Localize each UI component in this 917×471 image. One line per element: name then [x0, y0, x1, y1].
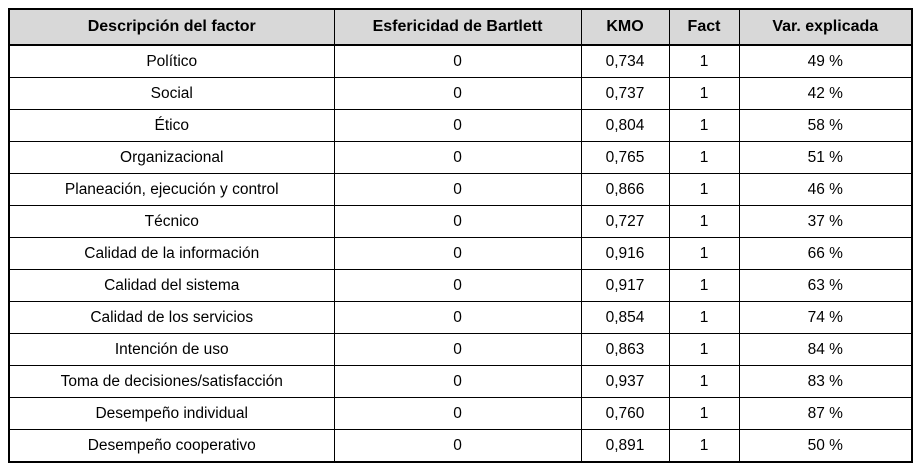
cell-kmo: 0,765 [580, 141, 670, 174]
cell-kmo: 0,917 [580, 269, 670, 302]
table-row: Técnico 0 0,727 1 37 % [8, 205, 913, 238]
cell-factor: Organizacional [8, 141, 335, 174]
cell-fact: 1 [668, 141, 740, 174]
cell-bartlett: 0 [333, 141, 582, 174]
cell-bartlett: 0 [333, 173, 582, 206]
column-header-kmo: KMO [580, 8, 670, 46]
cell-factor: Desempeño cooperativo [8, 429, 335, 463]
cell-bartlett: 0 [333, 301, 582, 334]
cell-factor: Político [8, 44, 335, 78]
column-header-var-explicada: Var. explicada [738, 8, 913, 46]
table-row: Organizacional 0 0,765 1 51 % [8, 141, 913, 174]
cell-kmo: 0,854 [580, 301, 670, 334]
cell-bartlett: 0 [333, 333, 582, 366]
cell-kmo: 0,863 [580, 333, 670, 366]
table-row: Desempeño cooperativo 0 0,891 1 50 % [8, 429, 913, 463]
cell-bartlett: 0 [333, 205, 582, 238]
table-row: Social 0 0,737 1 42 % [8, 77, 913, 110]
cell-fact: 1 [668, 109, 740, 142]
cell-var-explicada: 58 % [738, 109, 913, 142]
cell-bartlett: 0 [333, 237, 582, 270]
cell-kmo: 0,804 [580, 109, 670, 142]
table-header-row: Descripción del factor Esfericidad de Ba… [8, 8, 913, 46]
table-row: Político 0 0,734 1 49 % [8, 44, 913, 78]
cell-fact: 1 [668, 301, 740, 334]
cell-var-explicada: 66 % [738, 237, 913, 270]
table-row: Planeación, ejecución y control 0 0,866 … [8, 173, 913, 206]
cell-var-explicada: 84 % [738, 333, 913, 366]
cell-var-explicada: 50 % [738, 429, 913, 463]
cell-kmo: 0,727 [580, 205, 670, 238]
cell-bartlett: 0 [333, 77, 582, 110]
cell-var-explicada: 46 % [738, 173, 913, 206]
cell-fact: 1 [668, 333, 740, 366]
cell-bartlett: 0 [333, 365, 582, 398]
cell-factor: Técnico [8, 205, 335, 238]
cell-fact: 1 [668, 44, 740, 78]
cell-kmo: 0,737 [580, 77, 670, 110]
cell-fact: 1 [668, 77, 740, 110]
cell-fact: 1 [668, 429, 740, 463]
column-header-fact: Fact [668, 8, 740, 46]
cell-kmo: 0,916 [580, 237, 670, 270]
cell-factor: Social [8, 77, 335, 110]
cell-fact: 1 [668, 397, 740, 430]
table-row: Calidad de la información 0 0,916 1 66 % [8, 237, 913, 270]
table-row: Toma de decisiones/satisfacción 0 0,937 … [8, 365, 913, 398]
table-row: Calidad del sistema 0 0,917 1 63 % [8, 269, 913, 302]
cell-bartlett: 0 [333, 269, 582, 302]
cell-factor: Planeación, ejecución y control [8, 173, 335, 206]
cell-fact: 1 [668, 173, 740, 206]
cell-factor: Calidad de la información [8, 237, 335, 270]
table-row: Ético 0 0,804 1 58 % [8, 109, 913, 142]
cell-kmo: 0,760 [580, 397, 670, 430]
cell-fact: 1 [668, 365, 740, 398]
cell-bartlett: 0 [333, 397, 582, 430]
table-row: Calidad de los servicios 0 0,854 1 74 % [8, 301, 913, 334]
cell-bartlett: 0 [333, 44, 582, 78]
cell-bartlett: 0 [333, 429, 582, 463]
cell-factor: Calidad de los servicios [8, 301, 335, 334]
cell-kmo: 0,866 [580, 173, 670, 206]
cell-fact: 1 [668, 205, 740, 238]
cell-var-explicada: 87 % [738, 397, 913, 430]
cell-var-explicada: 49 % [738, 44, 913, 78]
cell-factor: Desempeño individual [8, 397, 335, 430]
cell-factor: Toma de decisiones/satisfacción [8, 365, 335, 398]
cell-var-explicada: 74 % [738, 301, 913, 334]
factor-analysis-table: Descripción del factor Esfericidad de Ba… [8, 8, 913, 463]
cell-kmo: 0,937 [580, 365, 670, 398]
table-row: Desempeño individual 0 0,760 1 87 % [8, 397, 913, 430]
cell-var-explicada: 42 % [738, 77, 913, 110]
cell-var-explicada: 37 % [738, 205, 913, 238]
cell-factor: Ético [8, 109, 335, 142]
cell-fact: 1 [668, 237, 740, 270]
column-header-descripcion-del-factor: Descripción del factor [8, 8, 335, 46]
cell-kmo: 0,734 [580, 44, 670, 78]
cell-var-explicada: 51 % [738, 141, 913, 174]
cell-var-explicada: 83 % [738, 365, 913, 398]
cell-factor: Calidad del sistema [8, 269, 335, 302]
cell-fact: 1 [668, 269, 740, 302]
column-header-esfericidad-de-bartlett: Esfericidad de Bartlett [333, 8, 582, 46]
cell-var-explicada: 63 % [738, 269, 913, 302]
cell-kmo: 0,891 [580, 429, 670, 463]
table-row: Intención de uso 0 0,863 1 84 % [8, 333, 913, 366]
cell-factor: Intención de uso [8, 333, 335, 366]
cell-bartlett: 0 [333, 109, 582, 142]
